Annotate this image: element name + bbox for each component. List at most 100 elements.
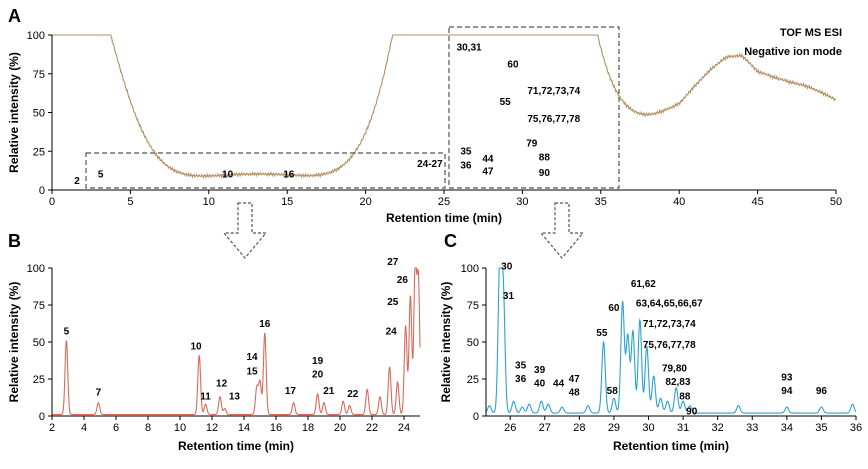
panel-b-y-tick-label: 75 (33, 300, 45, 312)
panel-a-label: A (8, 6, 21, 26)
panel-b-peak-label: 17 (285, 386, 297, 397)
zoom-box-b (85, 152, 446, 189)
panel-a-y-axis-label: Relative intensity (%) (7, 52, 21, 173)
panel-b-y-tick-label: 50 (33, 337, 45, 349)
panel-a-x-tick-label: 25 (438, 196, 450, 208)
panel-a-peak-label: 36 (460, 160, 472, 171)
panel-b-peak-label: 24 (386, 327, 398, 338)
panel-a-peak-label: 47 (482, 167, 494, 178)
panel-b-peak-label: 27 (387, 257, 399, 268)
panel-b-x-tick-label: 8 (145, 422, 151, 434)
panel-b-peak-label: 20 (312, 370, 324, 381)
panel-b-signal-line (52, 267, 421, 416)
panel-a-peak-label: 60 (507, 60, 519, 71)
panel-c-peak-label: 31 (503, 291, 515, 302)
panel-b-x-tick-label: 4 (81, 422, 87, 434)
panel-b-peak-label: 5 (64, 327, 70, 338)
panel-a: 0 5 10 15 20 25 30 35 40 45 500255075100Retention … (7, 30, 842, 225)
panel-c-peak-label: 79,80 (662, 364, 687, 375)
panel-c-peak-label: 71,72,73,74 (643, 319, 696, 330)
panel-a-peak-label: 79 (526, 139, 538, 150)
panel-a-peak-label: 90 (539, 168, 551, 179)
panel-b-peak-label: 25 (387, 297, 399, 308)
panel-a-peak-label: 5 (98, 170, 104, 181)
panel-c-peak-label: 93 (781, 372, 793, 383)
zoom-arrow-c (539, 202, 585, 259)
panel-a-x-tick-label: 50 (830, 196, 842, 208)
panel-b-y-axis-label: Relative intensity (%) (7, 282, 21, 403)
panel-a-peak-label: 44 (482, 154, 494, 165)
panel-a-x-tick-label: 40 (673, 196, 685, 208)
panel-b-y-tick-label: 25 (33, 374, 45, 386)
panel-b-peak-label: 22 (347, 389, 359, 400)
zoom-box-c (448, 26, 620, 189)
panel-a-signal-line (52, 34, 837, 180)
panel-b-x-tick-label: 6 (113, 422, 119, 434)
panel-b-peak-label: 11 (200, 392, 211, 403)
panel-c-x-tick-label: 33 (746, 422, 758, 434)
panel-a-peak-label: 35 (460, 146, 472, 157)
panel-c-x-tick-label: 27 (539, 422, 551, 434)
panel-c-peak-label: 75,76,77,78 (643, 340, 696, 351)
panel-a-y-tick-label: 25 (33, 146, 45, 158)
panel-b-peak-label: 14 (246, 352, 258, 363)
panel-b-x-tick-label: 20 (334, 422, 346, 434)
panel-a-peak-label: 16 (283, 170, 295, 181)
panel-a-x-tick-label: 45 (751, 196, 763, 208)
panel-c-y-tick-label: 75 (467, 300, 479, 312)
panel-a-peak-label: 30,31 (457, 43, 482, 54)
panel-c-x-tick-label: 26 (504, 422, 516, 434)
panel-a-y-tick-label: 75 (33, 69, 45, 81)
panel-c-x-tick-label: 34 (781, 422, 793, 434)
panel-c-x-tick-label: 29 (608, 422, 620, 434)
panel-c-peak-label: 36 (515, 374, 527, 385)
panel-c-x-tick-label: 30 (642, 422, 654, 434)
zoom-arrow-b (222, 202, 268, 259)
panel-c-peak-label: 30 (501, 261, 513, 272)
panel-c-peak-label: 61,62 (631, 279, 656, 290)
panel-c-peak-label: 55 (596, 328, 608, 339)
panel-b: 2 4 6 8 10 12 14 16 18 20 22 240255075100Retention … (7, 257, 421, 453)
panel-c-x-axis-label: Retention time (min) (613, 439, 729, 453)
panel-a-x-tick-label: 5 (127, 196, 133, 208)
panel-a-x-tick-label: 35 (595, 196, 607, 208)
panel-b-peak-label: 13 (229, 392, 241, 403)
panel-c-x-tick-label: 36 (850, 422, 862, 434)
panel-c-y-tick-label: 50 (467, 337, 479, 349)
panel-a-peak-label: 10 (222, 170, 234, 181)
panel-a-y-tick-label: 0 (39, 185, 45, 197)
panel-c-y-tick-label: 0 (473, 411, 479, 423)
panel-c-y-tick-label: 25 (467, 374, 479, 386)
panel-c: 26 27 28 29 30 31 32 33 34 35 36 0 25 50 75 100 Retentio… (439, 261, 862, 453)
panel-b-peak-label: 16 (259, 319, 271, 330)
panel-c-y-tick-label: 100 (461, 263, 479, 275)
panel-b-peak-label: 26 (397, 275, 409, 286)
panel-a-x-tick-label: 30 (516, 196, 528, 208)
panel-c-peak-label: 82,83 (665, 377, 690, 388)
panel-b-y-tick-label: 100 (27, 263, 45, 275)
panel-c-peak-label: 90 (686, 407, 698, 418)
panel-b-peak-label: 10 (190, 341, 202, 352)
panel-b-x-tick-label: 22 (366, 422, 378, 434)
panel-a-x-axis-label: Retention time (min) (386, 211, 502, 225)
panel-b-x-tick-label: 10 (174, 422, 186, 434)
panel-b-x-axis-label: Retention time (min) (178, 439, 294, 453)
panel-c-peak-label: 94 (781, 386, 793, 397)
panel-c-signal-line (485, 267, 857, 414)
panel-a-x-tick-label: 0 (49, 196, 55, 208)
panel-c-x-tick-label: 35 (815, 422, 827, 434)
panel-b-peak-label: 21 (323, 386, 335, 397)
panel-c-peak-label: 40 (534, 378, 546, 389)
panel-a-peak-label: 71,72,73,74 (527, 86, 580, 97)
panel-b-y-tick-label: 0 (39, 411, 45, 423)
panel-b-x-tick-label: 14 (238, 422, 250, 434)
panel-c-x-tick-label: 32 (712, 422, 724, 434)
panel-b-x-tick-label: 24 (398, 422, 410, 434)
panel-c-peak-label: 60 (608, 303, 620, 314)
panel-b-x-tick-label: 2 (49, 422, 55, 434)
panel-a-peak-label: 24-27 (417, 159, 443, 170)
panel-c-x-tick-label: 31 (677, 422, 689, 434)
panel-c-peak-label: 96 (816, 386, 828, 397)
panel-c-label: C (444, 231, 457, 251)
